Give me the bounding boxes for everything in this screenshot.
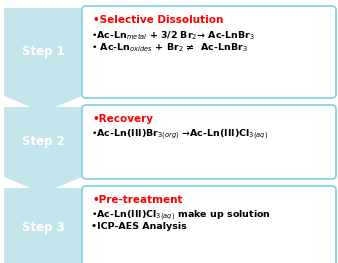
FancyBboxPatch shape xyxy=(82,105,336,179)
Text: •Recovery: •Recovery xyxy=(93,114,154,124)
Polygon shape xyxy=(4,107,82,193)
Text: •Ac-Ln$_{metal}$ + 3/2 Br$_2$→ Ac-LnBr$_3$: •Ac-Ln$_{metal}$ + 3/2 Br$_2$→ Ac-LnBr$_… xyxy=(91,29,255,42)
Text: Step 3: Step 3 xyxy=(22,221,64,235)
Text: •Ac-Ln(III)Br$_{3(org)}$ →Ac-Ln(III)Cl$_{3(aq)}$: •Ac-Ln(III)Br$_{3(org)}$ →Ac-Ln(III)Cl$_… xyxy=(91,128,268,142)
Text: Step 2: Step 2 xyxy=(22,135,64,149)
Polygon shape xyxy=(4,8,82,112)
Text: •Selective Dissolution: •Selective Dissolution xyxy=(93,15,223,25)
FancyBboxPatch shape xyxy=(82,186,336,263)
FancyBboxPatch shape xyxy=(82,6,336,98)
Text: •ICP-AES Analysis: •ICP-AES Analysis xyxy=(91,222,187,231)
Text: • Ac-Ln$_{oxides}$ + Br$_2$ ≠  Ac-LnBr$_3$: • Ac-Ln$_{oxides}$ + Br$_2$ ≠ Ac-LnBr$_3… xyxy=(91,42,248,54)
Text: Step 1: Step 1 xyxy=(22,45,64,58)
Text: •Pre-treatment: •Pre-treatment xyxy=(93,195,184,205)
Text: •Ac-Ln(III)Cl$_{3(aq)}$ make up solution: •Ac-Ln(III)Cl$_{3(aq)}$ make up solution xyxy=(91,209,271,223)
Polygon shape xyxy=(4,188,82,263)
